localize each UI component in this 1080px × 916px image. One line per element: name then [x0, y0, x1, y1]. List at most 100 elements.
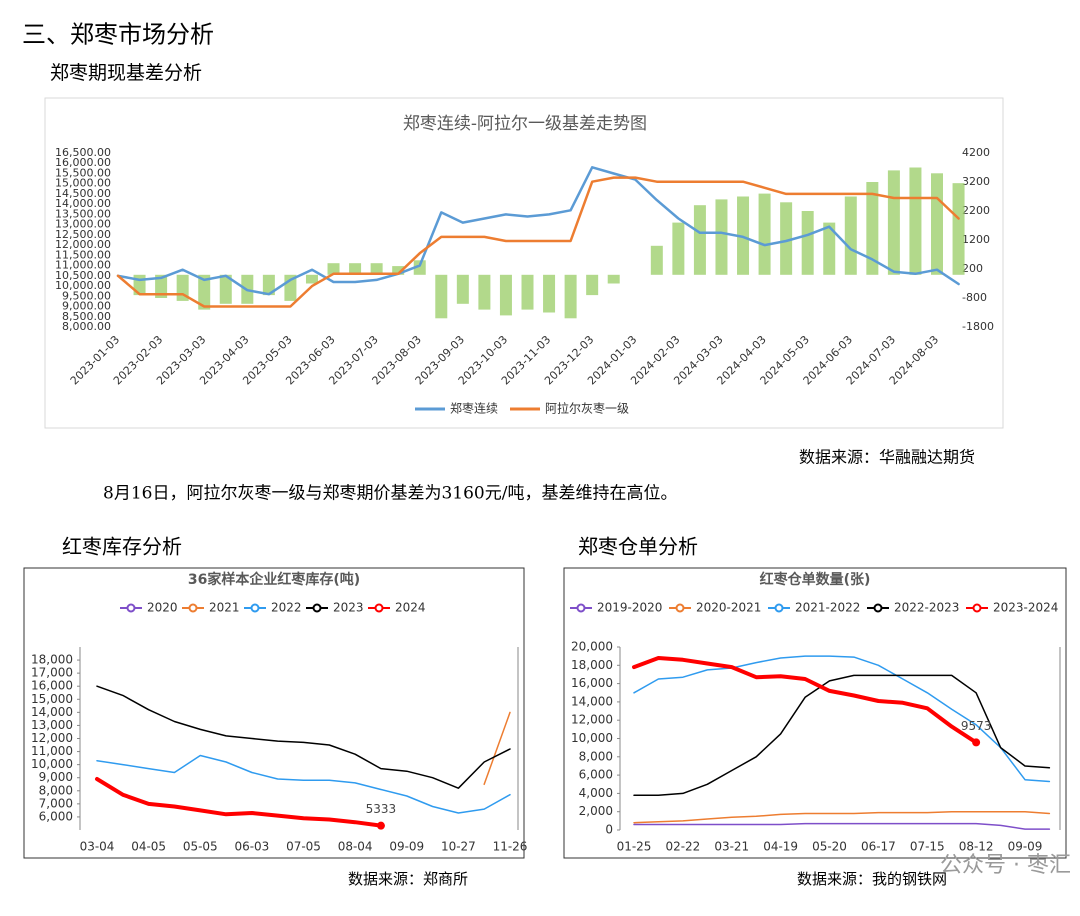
bar [155, 274, 168, 298]
line [116, 176, 960, 308]
legend-label: 2020-2021 [696, 601, 761, 615]
legend-label: 2024 [395, 601, 426, 615]
x-tick-label: 09-09 [389, 840, 424, 854]
y-tick-label: 7,000 [39, 796, 73, 810]
x-tick-label: 05-05 [183, 840, 218, 854]
data-label: 9573 [961, 719, 992, 733]
legend-swatch [873, 603, 883, 613]
x-tick-label: 11-26 [493, 840, 528, 854]
legend-label: 2021-2022 [795, 601, 860, 615]
bar [327, 263, 340, 275]
y2-tick-label: -800 [962, 291, 987, 304]
line [632, 656, 979, 745]
y-tick-label: 10,000.00 [55, 279, 111, 292]
y-tick-label: 12,000 [31, 731, 73, 745]
bar [262, 274, 275, 296]
chart-frame [563, 567, 1067, 859]
x-tick-label: 01-25 [617, 840, 652, 854]
y-tick-label: 20,000 [571, 640, 613, 654]
y-tick-label: 8,500.00 [62, 310, 111, 323]
legend-swatch [774, 603, 784, 613]
y-tick-label: 14,000 [571, 694, 613, 708]
bar [952, 183, 965, 275]
bar [392, 266, 405, 275]
y2-tick-label: 200 [962, 262, 983, 275]
x-tick-label: 07-15 [910, 840, 945, 854]
watermark: 公众号 · 枣汇 [940, 853, 1071, 878]
legend-swatch [576, 603, 586, 613]
x-tick-label: 03-21 [714, 840, 749, 854]
y-tick-label: 16,000 [31, 679, 73, 693]
legend-swatch [312, 603, 322, 613]
y2-tick-label: 3200 [962, 175, 990, 188]
x-tick-label: 03-04 [80, 840, 115, 854]
legend-swatch [126, 603, 136, 613]
x-tick-label: 08-04 [338, 840, 373, 854]
bar [715, 199, 728, 275]
y-tick-label: 11,000 [31, 744, 73, 758]
y-tick-label: 11,000.00 [55, 259, 111, 272]
bar [370, 263, 383, 275]
y-tick-label: 9,500.00 [62, 289, 111, 302]
data-label: 5333 [366, 802, 397, 816]
y-tick-label: 16,500.00 [55, 146, 111, 159]
bar [801, 211, 814, 275]
x-tick-label: 07-05 [286, 840, 321, 854]
x-tick-label: 04-19 [763, 840, 798, 854]
bar [435, 274, 448, 319]
chart-title: 红枣仓单数量(张) [760, 571, 871, 588]
y-tick-label: 16,000 [571, 676, 613, 690]
line [633, 655, 1051, 783]
source: 数据来源：郑商所 [348, 870, 468, 888]
y-tick-label: 12,500.00 [55, 228, 111, 241]
y-tick-label: 8,000 [579, 749, 613, 763]
bar [887, 170, 900, 275]
y-tick-label: 14,000.00 [55, 197, 111, 210]
x-tick-label: 02-22 [665, 840, 700, 854]
source: 数据来源：我的钢铁网 [797, 870, 947, 888]
x-tick-label: 05-20 [812, 840, 847, 854]
y-tick-label: 18,000 [31, 653, 73, 667]
y-tick-label: 6,000 [579, 768, 613, 782]
y-tick-label: 13,500.00 [55, 207, 111, 220]
bar [866, 182, 879, 275]
y2-tick-label: 4200 [962, 146, 990, 159]
line [116, 166, 960, 296]
y-tick-label: 13,000 [31, 718, 73, 732]
section-title: 三、郑枣市场分析 [22, 21, 214, 49]
chart-title: 郑枣连续-阿拉尔一级基差走势图 [403, 114, 647, 134]
bar [499, 274, 512, 316]
heading: 郑枣仓单分析 [578, 535, 698, 559]
y-tick-label: 10,000 [31, 757, 73, 771]
line [96, 685, 511, 789]
legend-label: 2022 [271, 601, 302, 615]
paragraph: 8月16日，阿拉尔灰枣一级与郑枣期价基差为3160元/吨，基差维持在高位。 [103, 484, 677, 504]
bar [521, 274, 534, 310]
y-tick-label: 18,000 [571, 658, 613, 672]
y-tick-label: 12,000.00 [55, 238, 111, 251]
y2-tick-label: 1200 [962, 233, 990, 246]
bar [758, 193, 771, 275]
bar [607, 274, 620, 284]
legend-label: 2023-2024 [993, 601, 1058, 615]
bar [564, 274, 577, 319]
y-tick-label: 9,000 [39, 770, 73, 784]
line [95, 777, 383, 828]
y-tick-label: 11,500.00 [55, 248, 111, 261]
legend-swatch [188, 603, 198, 613]
line [633, 810, 1051, 824]
legend-swatch [374, 603, 384, 613]
bar [456, 274, 469, 304]
bar [349, 263, 362, 275]
legend-label: 阿拉尔灰枣一级 [545, 401, 629, 416]
y-tick-label: 12,000 [571, 713, 613, 727]
x-tick-label: 09-09 [1008, 840, 1043, 854]
bar [780, 202, 793, 275]
bar [543, 274, 556, 313]
x-tick-label: 06-17 [861, 840, 896, 854]
bar [198, 274, 211, 310]
legend-label: 2019-2020 [597, 601, 662, 615]
y-tick-label: 16,000.00 [55, 156, 111, 169]
y-tick-label: 9,000.00 [62, 300, 111, 313]
